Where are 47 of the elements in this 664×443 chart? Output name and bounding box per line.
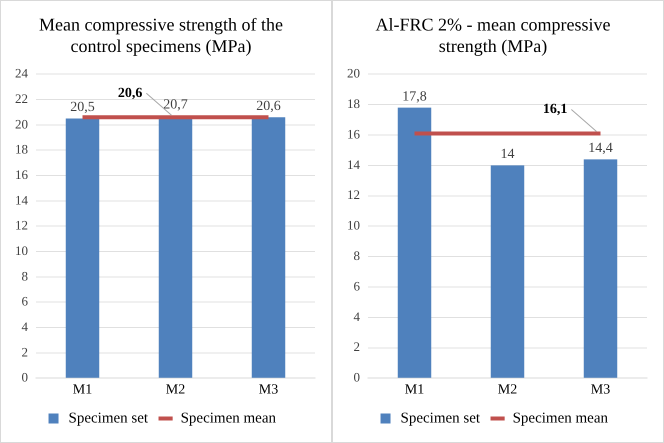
data-label: 20,7: [163, 98, 188, 113]
x-tick-label: M2: [166, 382, 186, 398]
y-tick-label: 10: [15, 242, 28, 258]
y-tick-label: 12: [347, 187, 360, 202]
y-tick-label: 6: [22, 294, 28, 309]
y-tick-label: 0: [354, 370, 360, 385]
y-tick-label: 6: [354, 278, 360, 294]
chart-title: Al-FRC 2% - mean compressive strength (MPa): [376, 14, 610, 56]
legend-label: Specimen set: [400, 410, 481, 426]
data-label: 20,6: [256, 98, 281, 114]
legend-label: Specimen mean: [512, 410, 608, 426]
y-tick-label: 18: [347, 96, 360, 112]
x-tick-label: M1: [404, 382, 424, 398]
data-label: 17,8: [402, 89, 427, 104]
y-tick-label: 16: [347, 126, 360, 142]
y-tick-label: 20: [347, 66, 360, 81]
y-tick-label: 22: [15, 90, 28, 106]
y-tick-label: 14: [15, 192, 28, 208]
y-tick-label: 2: [22, 344, 28, 360]
annotation: 16,1: [542, 102, 568, 118]
y-tick-label: 2: [354, 339, 360, 354]
y-tick-label: 4: [354, 308, 360, 324]
y-tick-label: 14: [347, 156, 360, 172]
data-label: 14: [500, 147, 514, 162]
y-tick-label: 16: [15, 166, 28, 182]
bar: [398, 108, 432, 378]
data-label: 20,5: [70, 100, 95, 116]
y-tick-label: 12: [15, 218, 28, 233]
y-tick-label: 18: [15, 142, 28, 157]
bar: [584, 159, 618, 378]
chart-title: Mean compressive strength of the control specimens (MPa): [39, 14, 283, 56]
bar: [490, 165, 524, 378]
data-label: 14,4: [588, 140, 613, 156]
x-tick-label: M1: [72, 382, 92, 398]
x-tick-label: M3: [590, 382, 610, 398]
y-tick-label: 4: [22, 318, 28, 334]
x-tick-label: M2: [498, 382, 518, 398]
y-tick-label: 10: [347, 218, 360, 233]
y-tick-label: 20: [15, 116, 28, 132]
legend-label: Specimen set: [68, 410, 149, 426]
legend-label: Specimen mean: [180, 410, 276, 426]
y-tick-label: 8: [22, 268, 28, 284]
y-tick-label: 24: [15, 66, 28, 81]
y-tick-label: 8: [354, 248, 360, 264]
y-tick-label: 0: [22, 370, 28, 385]
x-tick-label: M3: [258, 382, 278, 398]
annotation: 20,6: [118, 86, 142, 101]
